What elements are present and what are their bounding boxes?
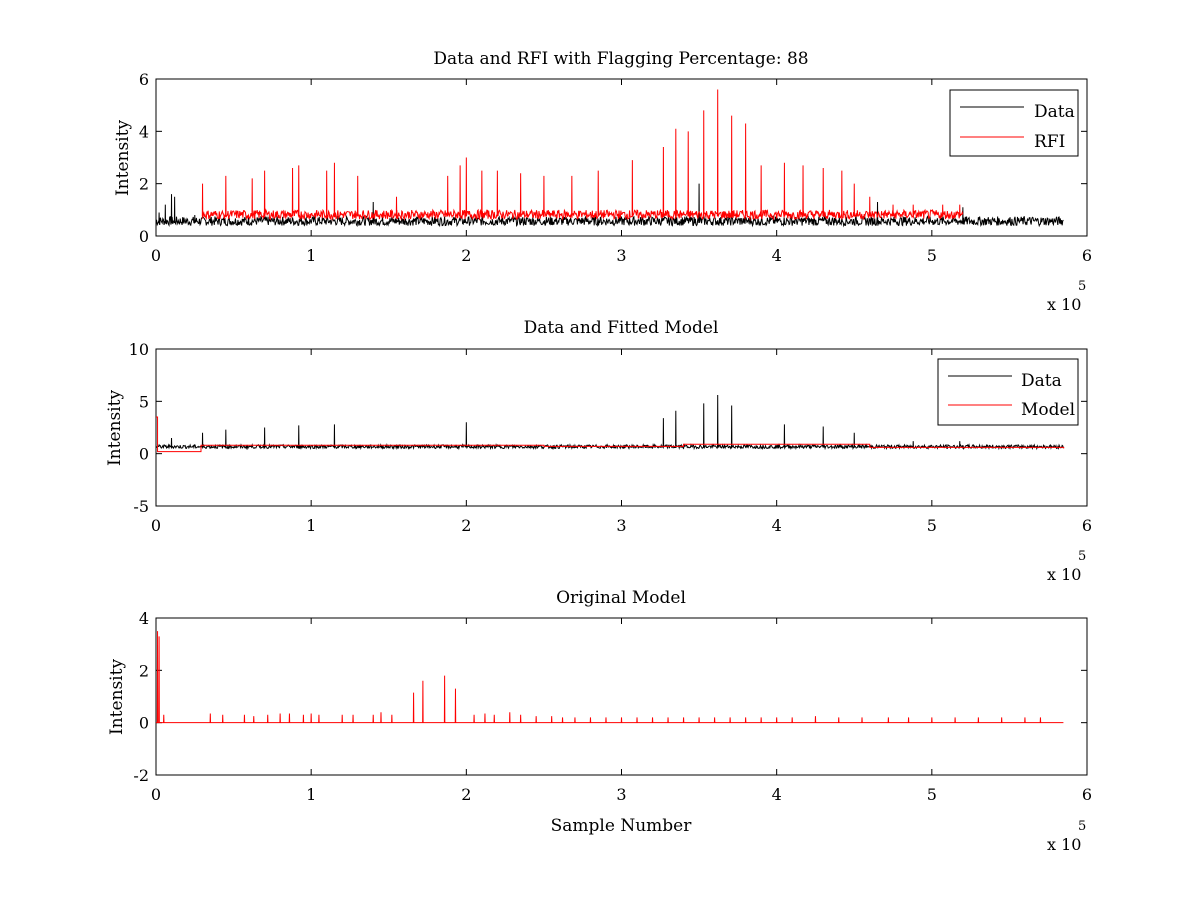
y-axis-label: Intensity: [113, 120, 133, 196]
y-tick-label: -2: [133, 766, 149, 785]
y-ticks: -5 0 5 10: [129, 340, 1087, 516]
plot-area: [155, 617, 1088, 776]
x-tick-label: 0: [151, 785, 161, 804]
x-tick-label: 6: [1082, 246, 1092, 265]
y-axis-label: Intensity: [107, 659, 127, 735]
x-tick-label: 2: [461, 785, 471, 804]
chart-title: Data and RFI with Flagging Percentage: 8…: [433, 49, 808, 69]
legend-box: [949, 89, 1079, 157]
y-tick-label: 0: [139, 445, 149, 464]
y-tick-label: 6: [139, 70, 149, 89]
x-tick-label: 6: [1082, 516, 1092, 535]
x-tick-label: 5: [927, 516, 937, 535]
legend-label-model: Model: [1021, 400, 1075, 420]
x-tick-label: 3: [616, 246, 626, 265]
series-group: [156, 631, 1064, 724]
x-tick-label: 0: [151, 246, 161, 265]
x-tick-label: 5: [927, 246, 937, 265]
x-tick-label: 1: [306, 516, 316, 535]
y-axis-label: Intensity: [105, 390, 125, 466]
x-tick-label: 4: [772, 246, 782, 265]
legend-box: [937, 358, 1079, 426]
series-group: [155, 89, 1064, 228]
x-tick-label: 2: [461, 516, 471, 535]
x-tick-label: 2: [461, 246, 471, 265]
legend-label-data: Data: [1034, 102, 1075, 122]
x-tick-label: 4: [772, 785, 782, 804]
x-exponent-label: x 10: [1047, 565, 1081, 584]
x-tick-label: 3: [616, 516, 626, 535]
plot-area: [155, 78, 1088, 237]
y-ticks: -2 0 2 4: [133, 609, 1087, 785]
x-exponent-power: 5: [1078, 819, 1086, 834]
x-exponent-power: 5: [1078, 279, 1086, 294]
plot-area: [155, 348, 1088, 507]
x-tick-label: 1: [306, 246, 316, 265]
series-line-rfi: [201, 89, 964, 221]
x-tick-label: 5: [927, 785, 937, 804]
legend-label-rfi: RFI: [1034, 132, 1065, 152]
chart-title: Original Model: [556, 588, 686, 608]
y-tick-label: 2: [139, 661, 149, 680]
x-tick-label: 1: [306, 785, 316, 804]
y-tick-label: 10: [129, 340, 149, 359]
y-tick-label: 0: [139, 714, 149, 733]
x-exponent-label: x 10: [1047, 295, 1081, 314]
series-group: [155, 395, 1065, 453]
subplot-1: Data and RFI with Flagging Percentage: 8…: [113, 49, 1092, 314]
series-line-model: [156, 631, 1064, 724]
x-tick-label: 0: [151, 516, 161, 535]
x-axis-label: Sample Number: [551, 816, 693, 836]
legend: Data Model: [937, 358, 1079, 426]
y-tick-label: -5: [133, 497, 149, 516]
y-tick-label: 2: [139, 175, 149, 194]
series-line-model: [156, 416, 1065, 453]
x-tick-label: 6: [1082, 785, 1092, 804]
y-tick-label: 4: [139, 609, 149, 628]
x-tick-label: 3: [616, 785, 626, 804]
x-tick-label: 4: [772, 516, 782, 535]
series-line-data: [155, 183, 1064, 228]
x-exponent-power: 5: [1078, 549, 1086, 564]
x-ticks: 0 1 2 3 4 5 6: [151, 349, 1092, 535]
x-exponent-label: x 10: [1047, 835, 1081, 854]
x-ticks: 0 1 2 3 4 5 6: [151, 618, 1092, 804]
y-ticks: 0 2 4 6: [139, 70, 1087, 246]
y-tick-label: 5: [139, 392, 149, 411]
chart-title: Data and Fitted Model: [524, 318, 719, 338]
y-tick-label: 4: [139, 122, 149, 141]
x-ticks: 0 1 2 3 4 5 6: [151, 79, 1092, 265]
legend-label-data: Data: [1021, 371, 1062, 391]
legend: Data RFI: [949, 89, 1079, 157]
y-tick-label: 0: [139, 227, 149, 246]
